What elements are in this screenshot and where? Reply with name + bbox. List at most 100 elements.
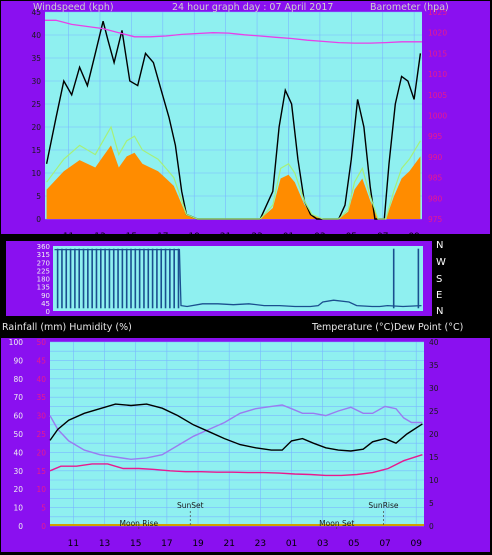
dir-label-s: S <box>436 274 442 285</box>
bottom-red-y-tick-label: 40 <box>36 375 46 384</box>
top-chart-title: 24 hour graph day : 07 April 2017 <box>172 2 333 13</box>
dir-label-w: W <box>436 257 446 268</box>
bottom-red-y-tick-label: 10 <box>36 485 46 494</box>
top-series <box>45 19 422 220</box>
bottom-x-tick-label: 05 <box>348 539 359 549</box>
wind-direction-line <box>54 248 422 308</box>
top-x-tick-label: 17 <box>157 232 168 242</box>
bottom-y2-tick-label: 20 <box>429 430 439 439</box>
bottom-y2-tick-label: 35 <box>429 361 439 370</box>
middle-y-tick-label: 360 <box>37 243 50 251</box>
bottom-x-tick-label: 23 <box>255 539 266 549</box>
top-y2-tick-label: 1010 <box>428 70 447 79</box>
bottom-red-y-tick-label: 35 <box>36 393 46 402</box>
bottom-red-y-tick-label: 0 <box>41 522 46 531</box>
bottom-x-tick-label: 01 <box>286 539 297 549</box>
top-y2-tick-label: 990 <box>428 153 443 162</box>
top-x-tick-label: 05 <box>346 232 357 242</box>
sun-marker-label: SunSet <box>177 501 204 510</box>
top-y-ticks: 0 5 10 15 20 25 30 35 40 45 <box>31 8 41 224</box>
top-x-tick-label: 03 <box>314 232 325 242</box>
bottom-y-tick-label: 80 <box>13 375 23 384</box>
top-y-tick-label: 25 <box>31 100 41 109</box>
windspeed-average-line <box>46 125 421 220</box>
top-y-tick-label: 20 <box>31 123 41 132</box>
barometer-line <box>45 19 422 44</box>
middle-y-tick-label: 90 <box>41 292 50 300</box>
top-y2-tick-label: 1015 <box>428 49 447 58</box>
top-y2-tick-label: 1005 <box>428 91 447 100</box>
dew-point-line <box>49 404 423 461</box>
bottom-y-tick-label: 0 <box>18 522 23 531</box>
bottom-x-ticks: 11 13 15 17 19 21 23 01 03 05 07 09 <box>68 539 423 549</box>
windspeed-label: Windspeed (kph) <box>33 2 114 13</box>
barometer-label: Barometer (hpa) <box>370 2 449 13</box>
bottom-y2-tick-label: 0 <box>429 522 434 531</box>
top-y2-tick-label: 975 <box>428 215 443 224</box>
middle-y-tick-label: 315 <box>37 251 50 259</box>
bottom-x-tick-label: 09 <box>410 539 422 549</box>
top-x-tick-label: 21 <box>220 232 231 242</box>
top-y2-ticks: 975 980 985 990 995 1000 1005 1010 1015 1020 1025 <box>428 8 447 224</box>
bottom-red-y-tick-label: 30 <box>36 412 46 421</box>
wind-fill-area <box>46 145 421 219</box>
bottom-y2-tick-label: 30 <box>429 384 439 393</box>
sun-marker-label: SunRise <box>368 501 398 510</box>
middle-series <box>54 248 422 309</box>
bottom-y-ticks: 0 10 20 30 40 50 60 70 80 90 100 <box>9 338 24 531</box>
top-y-tick-label: 0 <box>36 215 41 224</box>
top-y-tick-label: 45 <box>31 8 41 17</box>
bottom-red-y-tick-label: 5 <box>41 504 46 513</box>
top-y2-tick-label: 985 <box>428 174 443 183</box>
top-y-tick-label: 35 <box>31 54 41 63</box>
moon-marker-label: Moon Rise <box>120 519 159 528</box>
bottom-red-y-tick-label: 20 <box>36 448 46 457</box>
top-x-tick-label: 15 <box>126 232 137 242</box>
bottom-x-tick-label: 03 <box>317 539 328 549</box>
rainfall-humidity-label: Rainfall (mm) Humidity (%) <box>2 322 132 333</box>
top-x-ticks: 11 13 15 17 19 21 23 01 03 05 07 09 <box>63 232 420 242</box>
bottom-y-tick-label: 40 <box>13 448 23 457</box>
temperature-dewpoint-label: Temperature (°C)Dew Point (°C) <box>311 322 463 333</box>
middle-y-tick-label: 135 <box>37 284 50 292</box>
bottom-y-tick-label: 90 <box>13 356 23 365</box>
middle-y-tick-label: 0 <box>46 308 50 316</box>
bottom-x-tick-label: 11 <box>68 539 79 549</box>
bottom-y2-tick-label: 10 <box>429 476 439 485</box>
top-y2-tick-label: 995 <box>428 132 443 141</box>
bottom-x-tick-label: 19 <box>192 539 204 549</box>
bottom-x-tick-label: 13 <box>99 539 110 549</box>
top-y-tick-label: 10 <box>31 169 41 178</box>
bottom-x-tick-label: 07 <box>379 539 390 549</box>
bottom-y-tick-label: 10 <box>13 504 23 513</box>
top-y2-tick-label: 1025 <box>428 8 447 17</box>
bottom-y-tick-label: 20 <box>13 485 23 494</box>
top-x-tick-label: 13 <box>94 232 105 242</box>
temperature-line <box>49 403 423 452</box>
middle-y-tick-label: 45 <box>41 300 50 308</box>
top-y2-tick-label: 1000 <box>428 112 447 121</box>
bottom-y2-tick-label: 25 <box>429 407 439 416</box>
top-y-tick-label: 15 <box>31 146 41 155</box>
bottom-x-tick-label: 17 <box>161 539 172 549</box>
humidity-line <box>49 454 423 477</box>
top-y2-tick-label: 980 <box>428 194 443 203</box>
bottom-red-y-ticks: 0 5 10 15 20 25 30 35 40 45 50 <box>36 338 46 531</box>
bottom-y-tick-label: 50 <box>13 430 23 439</box>
bottom-y-tick-label: 30 <box>13 467 23 476</box>
moon-marker-label: Moon Set <box>319 519 354 528</box>
top-x-tick-label: 23 <box>251 232 262 242</box>
top-y-tick-label: 40 <box>31 31 41 40</box>
windspeed-gust-line <box>45 21 422 220</box>
top-x-tick-label: 19 <box>189 232 201 242</box>
bottom-red-y-tick-label: 15 <box>36 467 46 476</box>
top-y-tick-label: 5 <box>36 192 41 201</box>
top-y-tick-label: 30 <box>31 77 41 86</box>
middle-y-tick-label: 180 <box>37 276 50 284</box>
middle-y-tick-label: 225 <box>37 267 50 275</box>
bottom-x-tick-label: 21 <box>223 539 234 549</box>
bottom-red-y-tick-label: 50 <box>36 338 46 347</box>
top-x-tick-label: 09 <box>408 232 420 242</box>
